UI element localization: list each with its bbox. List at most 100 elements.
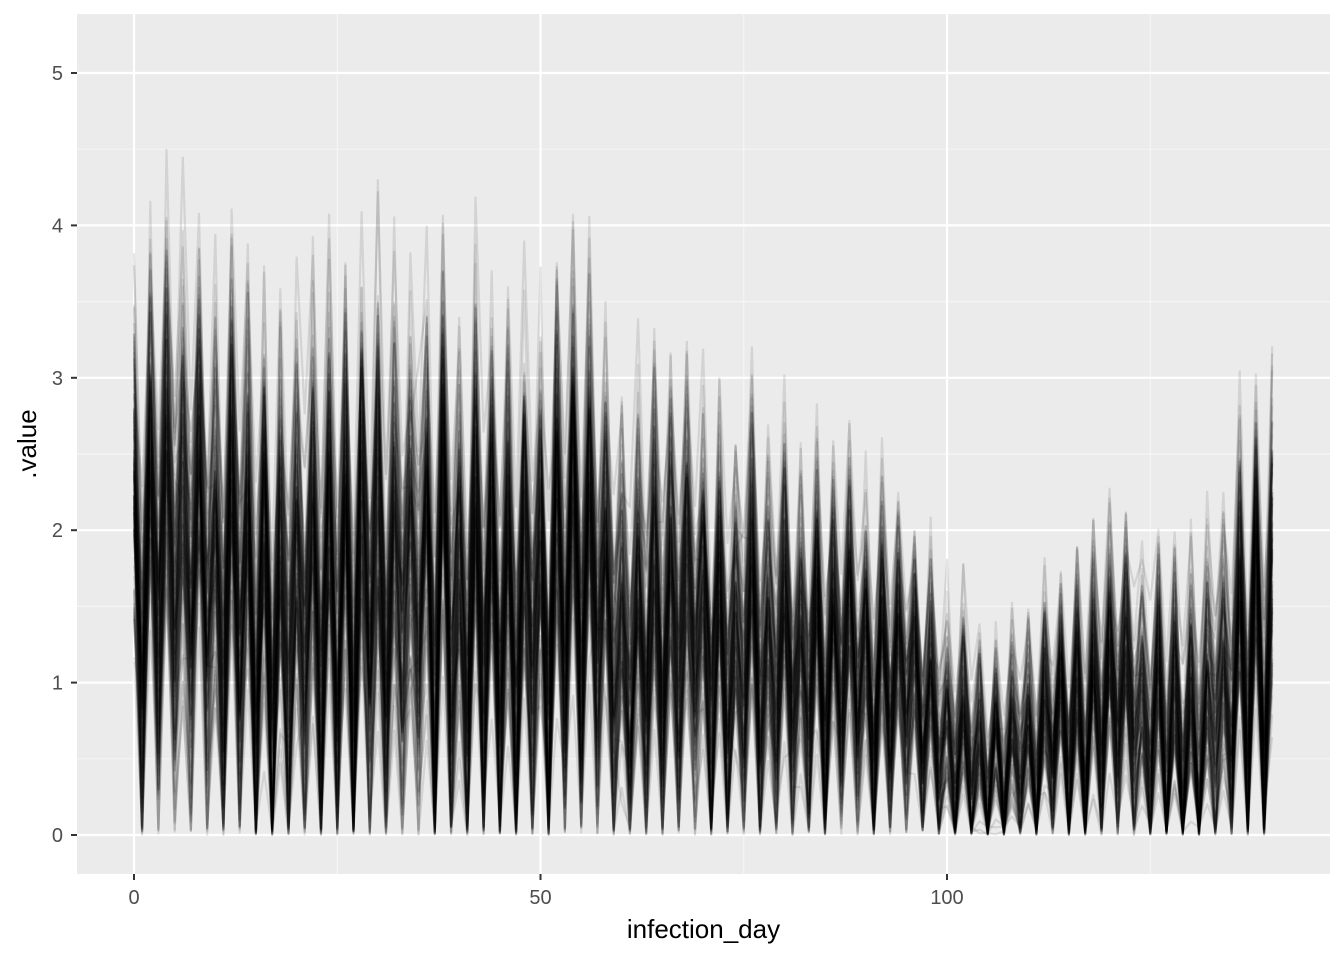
series-line bbox=[132, 200, 1274, 809]
y-tick-label: 4 bbox=[52, 215, 63, 237]
series-line bbox=[132, 326, 1274, 836]
series-line bbox=[132, 383, 1274, 835]
series-line bbox=[132, 463, 1274, 836]
series-line bbox=[132, 346, 1274, 836]
series-line bbox=[132, 463, 1274, 836]
y-axis-title: .value bbox=[12, 409, 42, 478]
series-line bbox=[132, 233, 1274, 808]
series-line bbox=[132, 414, 1274, 836]
series-line bbox=[132, 372, 1274, 836]
series-line bbox=[132, 330, 1274, 834]
series-line bbox=[132, 388, 1274, 836]
series-line bbox=[132, 305, 1274, 836]
y-tick-label: 5 bbox=[52, 63, 63, 85]
series-line bbox=[132, 233, 1274, 815]
series-line bbox=[132, 417, 1274, 836]
series-line bbox=[132, 383, 1274, 835]
series-line bbox=[132, 378, 1274, 834]
series-line bbox=[132, 430, 1274, 836]
series-line bbox=[132, 253, 1274, 774]
series-line bbox=[132, 254, 1274, 805]
grid-major bbox=[77, 14, 1330, 874]
series-line bbox=[132, 308, 1274, 829]
series-line bbox=[132, 148, 1274, 761]
series-line bbox=[132, 334, 1274, 833]
series-line bbox=[132, 494, 1274, 836]
series-line bbox=[132, 304, 1274, 835]
x-tick-label: 50 bbox=[529, 887, 551, 909]
series-line bbox=[132, 448, 1274, 836]
series-line bbox=[132, 363, 1274, 836]
y-tick-label: 2 bbox=[52, 520, 63, 542]
series-line bbox=[132, 500, 1274, 836]
series-line bbox=[132, 443, 1274, 836]
series-line bbox=[132, 478, 1274, 837]
series-line bbox=[132, 336, 1274, 836]
series-line bbox=[132, 405, 1274, 836]
series-line bbox=[132, 345, 1274, 835]
plot-panel bbox=[77, 14, 1330, 874]
series-line bbox=[132, 237, 1274, 823]
series-line bbox=[132, 270, 1274, 802]
series-line bbox=[132, 334, 1274, 836]
series-line bbox=[132, 322, 1274, 836]
series-line bbox=[132, 346, 1274, 835]
x-tick-label: 100 bbox=[930, 887, 963, 909]
series-line bbox=[132, 332, 1274, 831]
series-line bbox=[132, 446, 1274, 836]
series-line bbox=[132, 238, 1274, 807]
series-line bbox=[132, 302, 1274, 836]
series-line bbox=[132, 322, 1274, 833]
series-line bbox=[132, 443, 1274, 836]
series-line bbox=[132, 343, 1274, 835]
y-tick-label: 0 bbox=[52, 825, 63, 847]
series-layer bbox=[132, 148, 1274, 837]
series-line bbox=[132, 410, 1274, 837]
series-line bbox=[132, 301, 1274, 835]
series-line bbox=[132, 357, 1274, 835]
series-line bbox=[132, 314, 1274, 833]
series-line bbox=[132, 311, 1274, 836]
series-line bbox=[132, 290, 1274, 800]
series-line bbox=[132, 365, 1274, 836]
series-line bbox=[132, 314, 1274, 837]
y-axis: 0 1 2 3 4 5 bbox=[52, 63, 77, 847]
series-line bbox=[132, 333, 1274, 836]
series-line bbox=[132, 403, 1274, 836]
series-line bbox=[132, 383, 1274, 836]
series-line bbox=[132, 190, 1274, 808]
series-line bbox=[132, 423, 1274, 836]
series-line bbox=[132, 179, 1274, 766]
series-line bbox=[132, 314, 1274, 835]
series-line bbox=[132, 277, 1274, 820]
series-line bbox=[132, 253, 1274, 808]
x-axis: 0 50 100 bbox=[128, 874, 964, 909]
series-line bbox=[132, 220, 1274, 819]
series-line bbox=[132, 505, 1274, 836]
series-line bbox=[132, 292, 1274, 801]
series-line bbox=[132, 373, 1274, 836]
series-line bbox=[132, 284, 1274, 835]
series-line bbox=[132, 262, 1274, 818]
series-line bbox=[132, 208, 1274, 779]
series-line bbox=[132, 394, 1274, 835]
series-line bbox=[132, 346, 1274, 834]
y-tick-label: 3 bbox=[52, 368, 63, 390]
series-line bbox=[132, 385, 1274, 836]
series-line bbox=[132, 287, 1274, 836]
series-line bbox=[132, 302, 1274, 833]
series-line bbox=[132, 400, 1274, 837]
series-line bbox=[132, 346, 1274, 836]
series-line bbox=[132, 381, 1274, 836]
series-line bbox=[132, 348, 1274, 835]
series-line bbox=[132, 396, 1274, 835]
series-line bbox=[132, 385, 1274, 836]
series-line bbox=[132, 237, 1274, 836]
series-line bbox=[132, 456, 1274, 836]
series-line bbox=[132, 483, 1274, 836]
series-line bbox=[132, 391, 1274, 836]
series-line bbox=[132, 222, 1274, 789]
series-line bbox=[132, 413, 1274, 836]
series-line bbox=[132, 409, 1274, 835]
